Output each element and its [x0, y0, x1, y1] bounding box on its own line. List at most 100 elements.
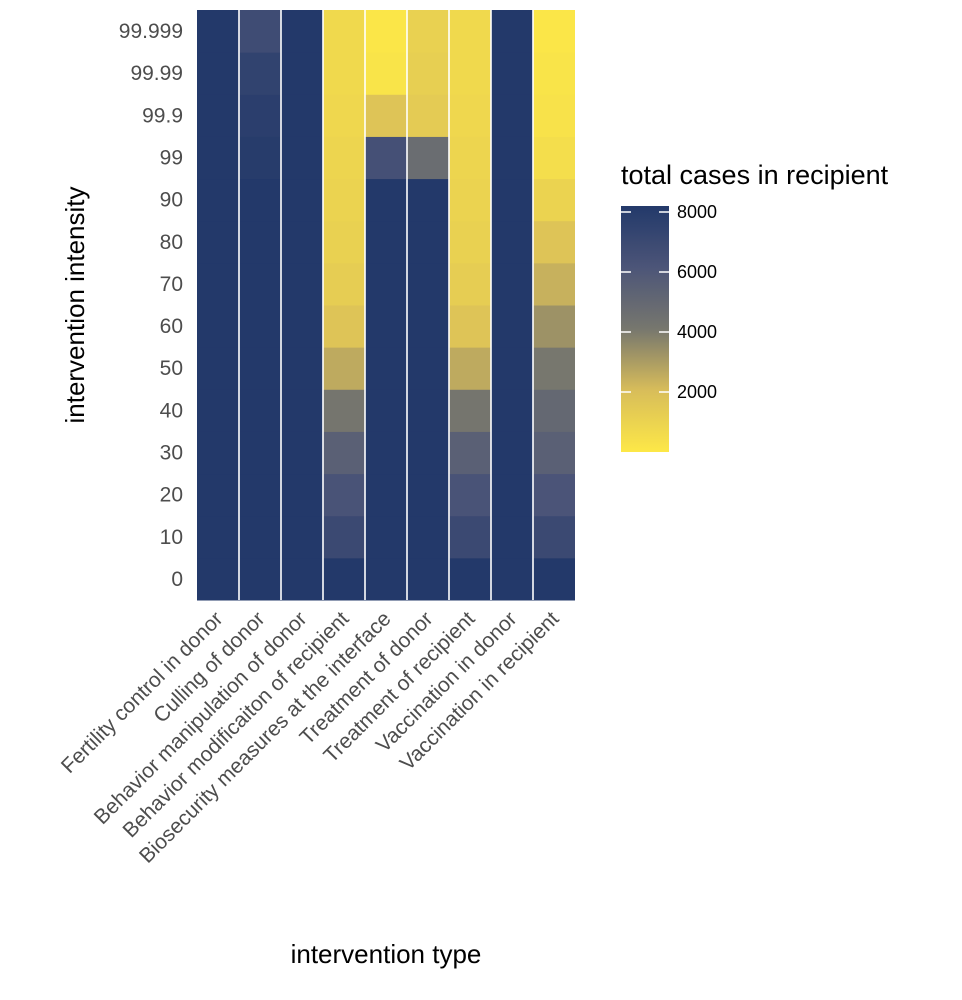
heatmap-cell [449, 262, 491, 306]
heatmap-cell [407, 178, 449, 222]
heatmap-cell [197, 389, 239, 432]
heatmap-cell [323, 52, 365, 95]
heatmap-cell [323, 94, 365, 137]
heatmap-cell [197, 94, 239, 137]
heatmap-cell [323, 515, 365, 559]
heatmap-cell [407, 136, 449, 180]
y-tick-label: 50 [160, 357, 183, 380]
heatmap-cell [449, 515, 491, 559]
heatmap-cell [323, 220, 365, 264]
heatmap-cell [407, 220, 449, 264]
heatmap-cell [491, 515, 533, 559]
legend: total cases in recipient 2000 4000 6000 800… [621, 160, 889, 452]
y-tick-label: 40 [160, 399, 183, 422]
heatmap-cell [491, 389, 533, 432]
y-axis-title: intervention intensity [60, 186, 90, 423]
heatmap-cell [449, 178, 491, 222]
heatmap-cells [197, 10, 575, 601]
heatmap-cell [449, 220, 491, 264]
heatmap-cell [533, 305, 575, 348]
heatmap-cell [365, 94, 407, 137]
heatmap-cell [407, 389, 449, 432]
heatmap-cell [323, 305, 365, 348]
heatmap-cell [239, 220, 281, 264]
heatmap-cell [491, 52, 533, 95]
heatmap-cell [491, 557, 533, 601]
y-tick-label: 99.99 [130, 62, 183, 85]
heatmap-cell [197, 220, 239, 264]
y-tick-label: 0 [171, 568, 183, 591]
heatmap-cell [323, 178, 365, 222]
heatmap-cell [491, 431, 533, 475]
heatmap-cell [239, 389, 281, 432]
heatmap-cell [449, 389, 491, 432]
heatmap-cell [197, 136, 239, 180]
heatmap-cell [281, 431, 323, 475]
heatmap-cell [197, 262, 239, 306]
heatmap-cell [281, 515, 323, 559]
heatmap-cell [407, 305, 449, 348]
heatmap-cell [449, 52, 491, 95]
heatmap-cell [491, 220, 533, 264]
heatmap-cell [533, 515, 575, 559]
heatmap-cell [197, 473, 239, 517]
heatmap-cell [323, 431, 365, 475]
legend-tick-label: 8000 [677, 202, 717, 222]
heatmap-cell [197, 347, 239, 390]
heatmap-cell [281, 94, 323, 137]
heatmap-cell [365, 557, 407, 601]
heatmap-cell [449, 10, 491, 53]
y-tick-label: 99.9 [142, 104, 183, 127]
heatmap-cell [197, 431, 239, 475]
heatmap-cell [449, 473, 491, 517]
x-axis-title: intervention type [291, 939, 482, 969]
y-tick-label: 99 [160, 147, 183, 170]
heatmap-cell [281, 347, 323, 390]
heatmap-cell [197, 305, 239, 348]
y-tick-label: 30 [160, 442, 183, 465]
heatmap-cell [281, 136, 323, 180]
heatmap-cell [533, 557, 575, 601]
heatmap-cell [533, 473, 575, 517]
heatmap-cell [197, 10, 239, 53]
heatmap-cell [365, 136, 407, 180]
heatmap-cell [407, 10, 449, 53]
heatmap-cell [449, 94, 491, 137]
heatmap-cell [323, 473, 365, 517]
heatmap-cell [407, 347, 449, 390]
heatmap-cell [533, 220, 575, 264]
y-tick-label: 99.999 [119, 20, 183, 43]
heatmap-cell [491, 178, 533, 222]
heatmap-cell [449, 557, 491, 601]
legend-tick-label: 6000 [677, 262, 717, 282]
heatmap-cell [533, 178, 575, 222]
heatmap-cell [533, 389, 575, 432]
heatmap-cell [491, 94, 533, 137]
heatmap-cell [281, 557, 323, 601]
y-tick-label: 90 [160, 189, 183, 212]
y-tick-label: 20 [160, 484, 183, 507]
heatmap-cell [323, 557, 365, 601]
heatmap-cell [365, 347, 407, 390]
heatmap-cell [533, 52, 575, 95]
heatmap-cell [449, 347, 491, 390]
heatmap-cell [365, 473, 407, 517]
heatmap-cell [281, 305, 323, 348]
heatmap-cell [407, 52, 449, 95]
heatmap-cell [365, 305, 407, 348]
heatmap-cell [491, 136, 533, 180]
heatmap-cell [323, 347, 365, 390]
legend-tick-label: 4000 [677, 322, 717, 342]
heatmap-cell [449, 136, 491, 180]
heatmap-cell [533, 262, 575, 306]
heatmap-cell [239, 431, 281, 475]
heatmap-cell [533, 136, 575, 180]
heatmap-cell [491, 305, 533, 348]
heatmap-cell [365, 220, 407, 264]
heatmap-cell [365, 262, 407, 306]
heatmap-cell [239, 515, 281, 559]
legend-ticks: 2000 4000 6000 8000 [621, 202, 717, 402]
heatmap-cell [323, 10, 365, 53]
heatmap-cell [281, 178, 323, 222]
